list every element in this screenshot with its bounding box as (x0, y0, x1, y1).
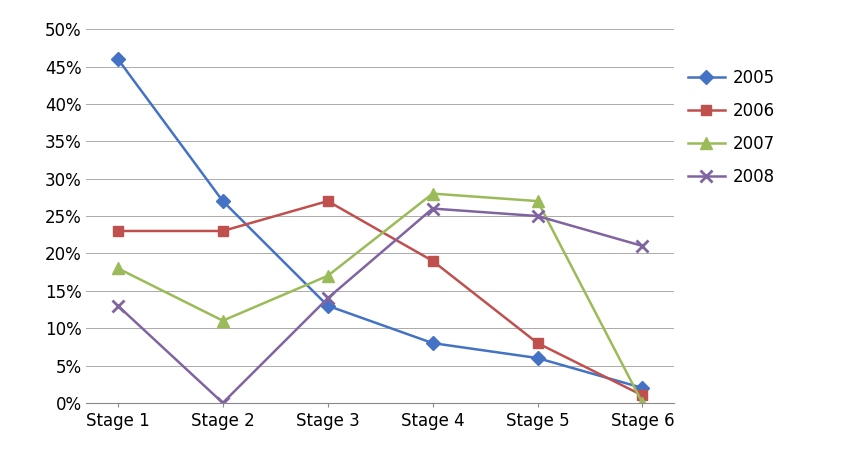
2008 (112, 303, 123, 309)
2008 (322, 295, 333, 301)
Legend: 2005, 2006, 2007, 2008: 2005, 2006, 2007, 2008 (688, 69, 775, 186)
2007 (638, 400, 648, 406)
2008 (218, 400, 228, 406)
2008 (428, 206, 438, 211)
Line: 2005: 2005 (113, 54, 647, 393)
2006 (532, 340, 543, 346)
2008 (532, 213, 543, 219)
2007 (112, 265, 123, 271)
2005 (112, 56, 123, 62)
2007 (322, 273, 333, 279)
2007 (428, 191, 438, 196)
2005 (532, 355, 543, 361)
Line: 2007: 2007 (112, 188, 648, 409)
2006 (322, 198, 333, 204)
2005 (428, 340, 438, 346)
2008 (638, 243, 648, 249)
2006 (638, 392, 648, 398)
Line: 2006: 2006 (113, 196, 647, 400)
2005 (218, 198, 228, 204)
2005 (322, 303, 333, 309)
2005 (638, 385, 648, 391)
2006 (218, 228, 228, 234)
2007 (532, 198, 543, 204)
Line: 2008: 2008 (111, 202, 649, 409)
2006 (428, 258, 438, 264)
2006 (112, 228, 123, 234)
2007 (218, 318, 228, 324)
